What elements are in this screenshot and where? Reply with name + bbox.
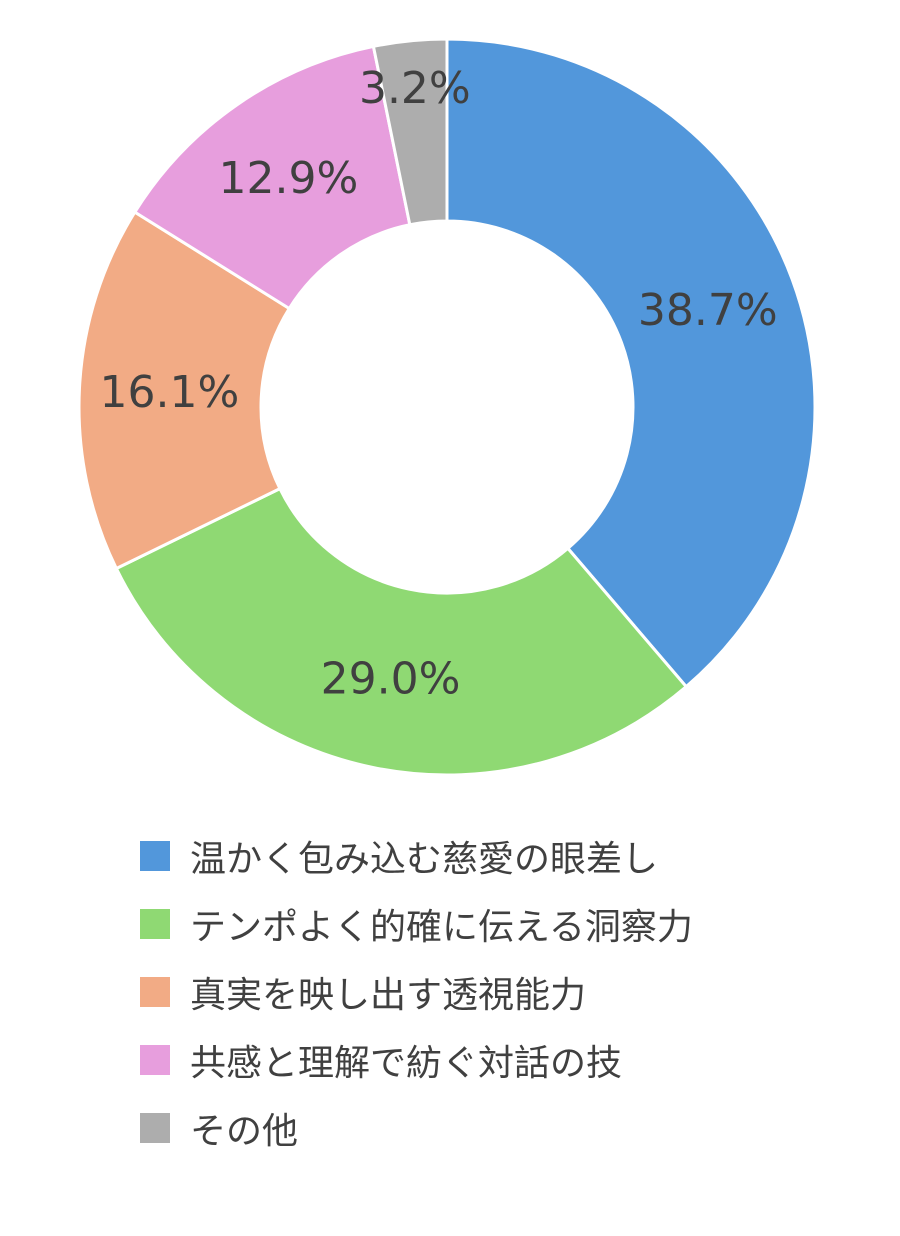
donut-slice-3 <box>77 210 292 571</box>
data-label-4: 12.9% <box>219 153 359 204</box>
legend-label-1: 温かく包み込む慈愛の眼差し <box>190 839 659 880</box>
legend-swatch-3 <box>140 977 170 1007</box>
donut-slice-1 <box>445 37 817 689</box>
data-label-1: 38.7% <box>638 285 778 336</box>
legend-label-5: その他 <box>190 1111 299 1152</box>
legend-label-4: 共感と理解で紡ぐ対話の技 <box>190 1043 623 1084</box>
legend-swatch-5 <box>140 1113 170 1143</box>
legend-item-4: 共感と理解で紡ぐ対話の技 <box>140 1026 880 1094</box>
data-label-2: 29.0% <box>321 654 461 705</box>
data-label-3: 16.1% <box>99 367 239 418</box>
chart-legend: 温かく包み込む慈愛の眼差し テンポよく的確に伝える洞察力 真実を映し出す透視能力 共感… <box>140 822 880 1162</box>
legend-label-3: 真実を映し出す透視能力 <box>190 975 587 1016</box>
legend-swatch-4 <box>140 1045 170 1075</box>
legend-label-2: テンポよく的確に伝える洞察力 <box>190 907 693 948</box>
legend-swatch-1 <box>140 841 170 871</box>
legend-swatch-2 <box>140 909 170 939</box>
legend-item-5: その他 <box>140 1094 880 1162</box>
legend-item-2: テンポよく的確に伝える洞察力 <box>140 890 880 958</box>
donut-chart: 38.7% 29.0% 16.1% 12.9%3.2% <box>77 37 817 777</box>
donut-slices <box>77 37 817 777</box>
data-label-5: 3.2% <box>359 63 471 114</box>
legend-item-3: 真実を映し出す透視能力 <box>140 958 880 1026</box>
donut-slice-4 <box>132 44 412 311</box>
legend-item-1: 温かく包み込む慈愛の眼差し <box>140 822 880 890</box>
donut-slice-5 <box>371 37 449 227</box>
donut-slice-2 <box>114 486 689 777</box>
donut-data-labels: 38.7% 29.0% 16.1% 12.9%3.2% <box>99 63 777 705</box>
